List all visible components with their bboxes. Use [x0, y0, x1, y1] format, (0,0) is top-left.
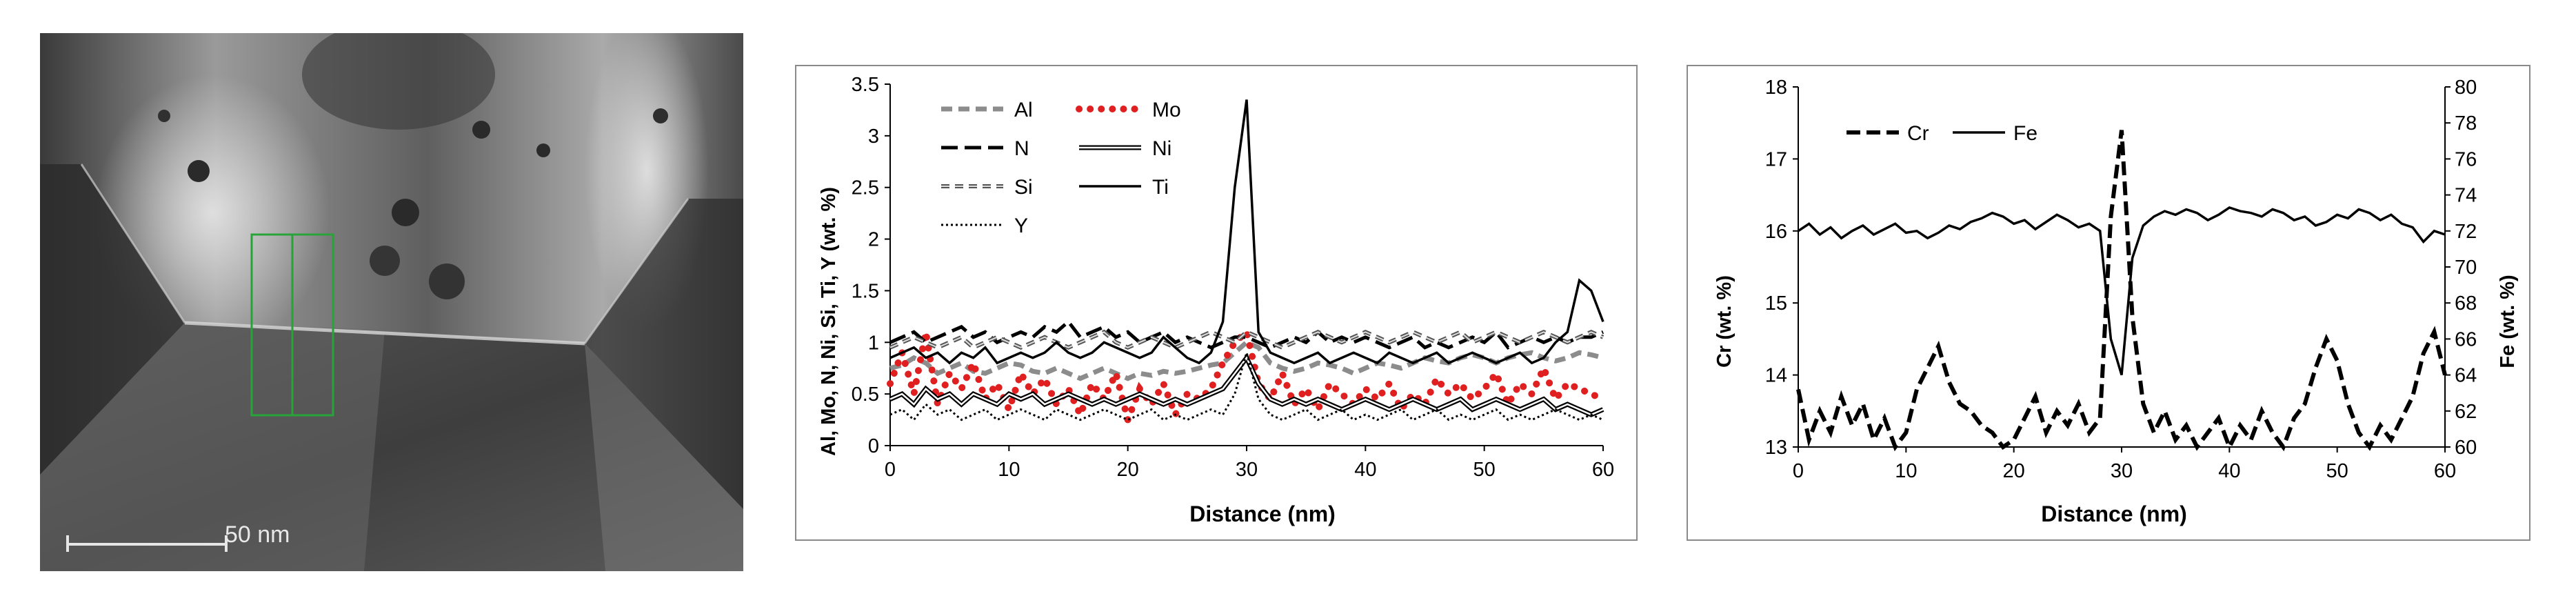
cr-fe-plot: 13 14 15 16 17 18 60 62 64 66 68 70 72 74 76 78 80 0 10 20 3… [1713, 77, 2519, 526]
y-tick-label-right: 80 [2455, 77, 2477, 99]
series-n-line [889, 319, 1604, 350]
series-ti-line [889, 99, 1604, 365]
x-tick-label: 0 [885, 459, 896, 481]
x-tick-label: 40 [1354, 459, 1376, 481]
x-axis-label: Distance (nm) [2041, 501, 2187, 526]
series-y-line [889, 348, 1604, 421]
y-tick-label-right: 60 [2455, 437, 2477, 459]
x-tick-label: 60 [2434, 460, 2456, 482]
y-tick-label-left: 18 [1765, 77, 1787, 99]
x-tick-label: 40 [2218, 460, 2240, 482]
tem-micrograph: 50 nm [40, 33, 743, 571]
y-tick-label: 2.5 [852, 177, 879, 199]
x-tick-label: 20 [2003, 460, 2025, 482]
y-tick-label-right: 68 [2455, 292, 2477, 315]
x-tick-label: 0 [1793, 460, 1804, 482]
x-tick-label: 30 [2111, 460, 2133, 482]
legend-si-label: Si [1014, 176, 1033, 199]
y-tick-label: 1.5 [852, 280, 879, 302]
y-tick-label: 3 [868, 126, 879, 148]
minor-elements-chart: 0 0.5 1 1.5 2 2.5 3 3.5 0 10 20 30 40 50 60 Al Mo N Ni Si T… [795, 65, 1638, 541]
series-si-line [889, 331, 1604, 348]
y-tick-label-right: 72 [2455, 221, 2477, 243]
legend-ni-label: Ni [1152, 137, 1171, 160]
y-tick-label-right: 62 [2455, 401, 2477, 423]
y-tick-label-right: 74 [2455, 185, 2477, 207]
minor-elements-plot: 0 0.5 1 1.5 2 2.5 3 3.5 0 10 20 30 40 50 60 Al Mo N Ni Si T… [818, 74, 1614, 526]
y-tick-label-right: 70 [2455, 257, 2477, 279]
legend-y-label: Y [1014, 215, 1028, 237]
y-tick-label-right: 78 [2455, 112, 2477, 135]
legend-cr-label: Cr [1907, 122, 1929, 145]
y-tick-label: 3.5 [852, 74, 879, 96]
series-mo-line [887, 326, 1607, 432]
y-axis-label-right: Fe (wt. %) [2497, 275, 2519, 368]
x-tick-label: 50 [1473, 459, 1496, 481]
y-tick-label-left: 13 [1765, 437, 1787, 459]
x-axis-label: Distance (nm) [1189, 501, 1336, 526]
x-tick-label: 50 [2326, 460, 2348, 482]
y-tick-label-left: 14 [1765, 365, 1787, 387]
y-tick-label: 0.5 [852, 384, 879, 406]
y-tick-label-left: 17 [1765, 148, 1787, 170]
tem-micrograph-image [40, 33, 743, 571]
legend-ti-label: Ti [1152, 176, 1169, 199]
x-tick-label: 30 [1236, 459, 1258, 481]
series-cr-line [1796, 130, 2447, 453]
x-tick-label: 20 [1117, 459, 1139, 481]
y-tick-label-right: 66 [2455, 328, 2477, 350]
legend-fe-label: Fe [2013, 122, 2037, 145]
legend-n-label: N [1014, 137, 1029, 160]
y-tick-label-left: 16 [1765, 221, 1787, 243]
scale-bar-label: 50 nm [225, 522, 290, 548]
y-tick-label: 1 [868, 332, 879, 354]
y-tick-label: 2 [868, 229, 879, 251]
series-ni-line [889, 356, 1604, 416]
x-tick-label: 60 [1592, 459, 1614, 481]
y-tick-label-right: 64 [2455, 365, 2477, 387]
y-axis-label-left: Cr (wt. %) [1713, 275, 1735, 368]
x-tick-label: 10 [998, 459, 1020, 481]
legend-mo-label: Mo [1152, 99, 1181, 121]
y-axis-label: Al, Mo, N, Ni, Si, Ti, Y (wt. %) [818, 187, 840, 456]
cr-fe-chart: 13 14 15 16 17 18 60 62 64 66 68 70 72 74 76 78 80 0 10 20 3… [1687, 65, 2530, 541]
y-tick-label-left: 15 [1765, 292, 1787, 315]
series-fe-line [1798, 206, 2446, 376]
y-tick-label-right: 76 [2455, 148, 2477, 170]
x-tick-label: 10 [1895, 460, 1917, 482]
y-tick-label: 0 [868, 435, 879, 457]
legend-al-label: Al [1014, 99, 1033, 121]
